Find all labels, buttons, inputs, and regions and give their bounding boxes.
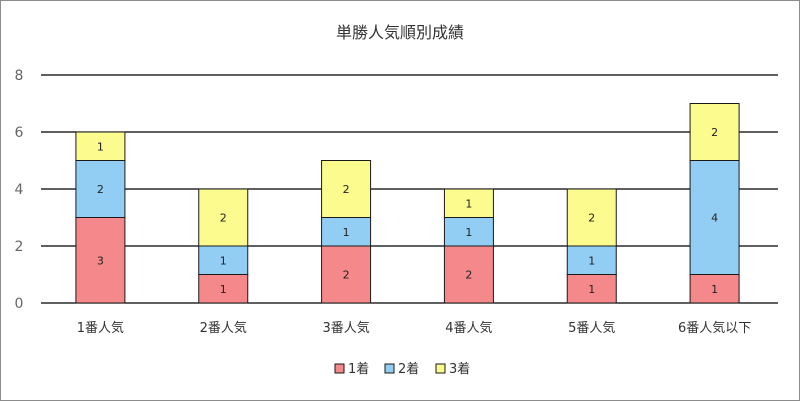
bar-segment xyxy=(566,274,617,304)
legend-swatch xyxy=(384,363,395,374)
bar-segment xyxy=(75,131,126,161)
x-tick-label: 2番人気 xyxy=(200,320,247,336)
data-label: 2 xyxy=(343,183,350,196)
y-tick-label: 0 xyxy=(15,296,24,312)
bar-segment xyxy=(75,160,126,218)
data-label: 3 xyxy=(97,254,104,267)
data-label: 1 xyxy=(343,226,350,239)
y-tick-label: 6 xyxy=(15,125,24,141)
bars: 3 2 1 1 1 2 2 1 2 2 1 1 1 1 2 1 4 2 xyxy=(75,103,740,304)
data-label: 2 xyxy=(711,126,718,139)
legend-swatch xyxy=(435,363,446,374)
bar-segment xyxy=(443,245,494,304)
bar-segment xyxy=(321,160,372,218)
data-label: 1 xyxy=(220,283,227,296)
data-label: 2 xyxy=(220,212,227,225)
bar-segment xyxy=(566,245,617,275)
data-label: 1 xyxy=(220,254,227,267)
x-tick-label: 4番人気 xyxy=(445,320,492,336)
bar-segment xyxy=(443,188,494,218)
x-tick-label: 6番人気以下 xyxy=(678,320,751,336)
x-tick-label: 5番人気 xyxy=(568,320,615,336)
data-label: 2 xyxy=(465,269,472,282)
chart-title: 単勝人気順別成績 xyxy=(336,23,464,42)
data-label: 2 xyxy=(97,183,104,196)
data-label: 1 xyxy=(588,254,595,267)
bar-segment xyxy=(689,274,740,304)
data-label: 1 xyxy=(711,283,718,296)
data-label: 1 xyxy=(97,140,104,153)
x-axis-ticks: 1番人気 2番人気 3番人気 4番人気 5番人気 6番人気以下 xyxy=(77,320,751,336)
bar-segment xyxy=(75,217,126,304)
legend-label: 2着 xyxy=(398,361,419,377)
bar-segment xyxy=(689,103,740,161)
bar-segment xyxy=(566,188,617,247)
legend-label: 3着 xyxy=(449,361,470,377)
legend: 1着 2着 3着 xyxy=(334,361,470,377)
y-tick-label: 2 xyxy=(15,239,24,255)
y-axis-ticks: 0 2 4 6 8 xyxy=(15,68,24,312)
bar-segment xyxy=(321,245,372,304)
legend-label: 1着 xyxy=(348,361,369,377)
data-label: 1 xyxy=(588,283,595,296)
data-label: 2 xyxy=(343,269,350,282)
legend-swatch xyxy=(334,363,345,374)
data-label: 4 xyxy=(711,212,718,225)
data-label: 2 xyxy=(588,212,595,225)
bar-segment xyxy=(689,160,740,275)
gridlines xyxy=(41,74,778,304)
y-tick-label: 8 xyxy=(15,68,24,84)
y-tick-label: 4 xyxy=(15,182,24,198)
bar-segment xyxy=(198,188,249,247)
bar-segment xyxy=(321,217,372,247)
x-tick-label: 3番人気 xyxy=(322,320,369,336)
x-tick-label: 1番人気 xyxy=(77,320,124,336)
data-label: 1 xyxy=(465,197,472,210)
data-label: 1 xyxy=(465,226,472,239)
